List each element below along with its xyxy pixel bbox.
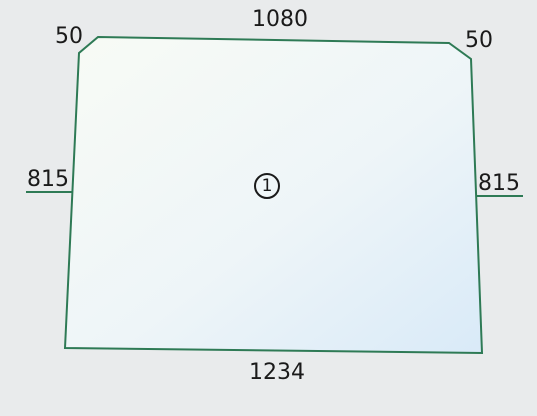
top-edge-dimension: 1080 — [252, 7, 308, 32]
right-height-dimension: 815 — [478, 171, 520, 196]
bottom-edge-dimension: 1234 — [249, 360, 305, 385]
part-number-marker: 1 — [254, 173, 280, 199]
left-height-dimension: 815 — [27, 167, 69, 192]
top-right-chamfer-dimension: 50 — [465, 28, 493, 53]
top-left-chamfer-dimension: 50 — [55, 24, 83, 49]
